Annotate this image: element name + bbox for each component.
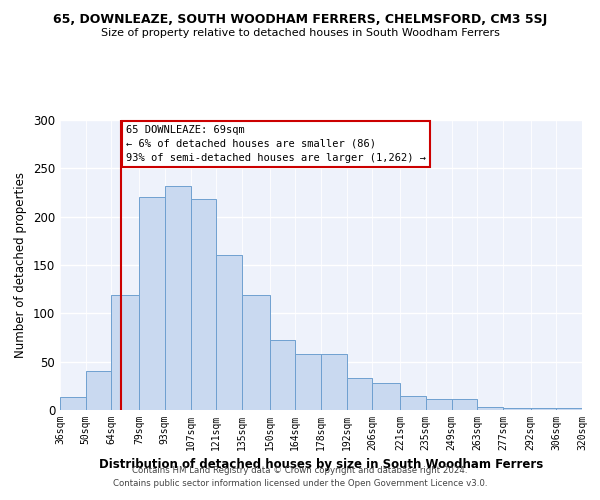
Bar	[556, 408, 582, 410]
Text: Size of property relative to detached houses in South Woodham Ferrers: Size of property relative to detached ho…	[101, 28, 499, 38]
Bar	[165, 186, 191, 410]
Bar	[216, 256, 242, 410]
Bar	[139, 198, 165, 410]
X-axis label: Distribution of detached houses by size in South Woodham Ferrers: Distribution of detached houses by size …	[99, 458, 543, 471]
Text: 65 DOWNLEAZE: 69sqm
← 6% of detached houses are smaller (86)
93% of semi-detache: 65 DOWNLEAZE: 69sqm ← 6% of detached hou…	[126, 125, 426, 163]
Bar	[452, 400, 477, 410]
Bar	[426, 400, 452, 410]
Text: 65, DOWNLEAZE, SOUTH WOODHAM FERRERS, CHELMSFORD, CM3 5SJ: 65, DOWNLEAZE, SOUTH WOODHAM FERRERS, CH…	[53, 12, 547, 26]
Bar	[347, 378, 373, 410]
Bar	[321, 354, 347, 410]
Bar	[400, 396, 426, 410]
Text: Contains HM Land Registry data © Crown copyright and database right 2024.
Contai: Contains HM Land Registry data © Crown c…	[113, 466, 487, 487]
Bar	[269, 340, 295, 410]
Bar	[112, 295, 139, 410]
Bar	[60, 398, 86, 410]
Y-axis label: Number of detached properties: Number of detached properties	[14, 172, 28, 358]
Bar	[295, 354, 321, 410]
Bar	[373, 383, 400, 410]
Bar	[477, 407, 503, 410]
Bar	[86, 372, 112, 410]
Bar	[503, 408, 530, 410]
Bar	[530, 408, 556, 410]
Bar	[191, 200, 216, 410]
Bar	[242, 295, 269, 410]
